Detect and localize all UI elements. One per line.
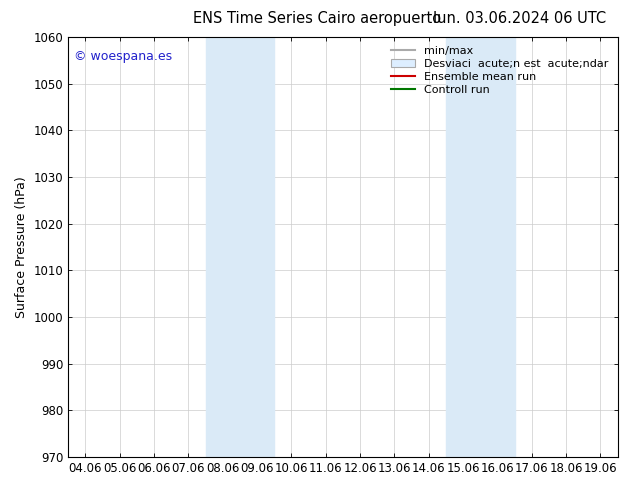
Text: ENS Time Series Cairo aeropuerto: ENS Time Series Cairo aeropuerto xyxy=(193,11,441,26)
Bar xyxy=(205,37,274,457)
Legend: min/max, Desviaci  acute;n est  acute;ndar, Ensemble mean run, Controll run: min/max, Desviaci acute;n est acute;ndar… xyxy=(387,43,612,98)
Text: © woespana.es: © woespana.es xyxy=(74,50,172,63)
Text: lun. 03.06.2024 06 UTC: lun. 03.06.2024 06 UTC xyxy=(433,11,607,26)
Y-axis label: Surface Pressure (hPa): Surface Pressure (hPa) xyxy=(15,176,28,318)
Bar xyxy=(446,37,515,457)
